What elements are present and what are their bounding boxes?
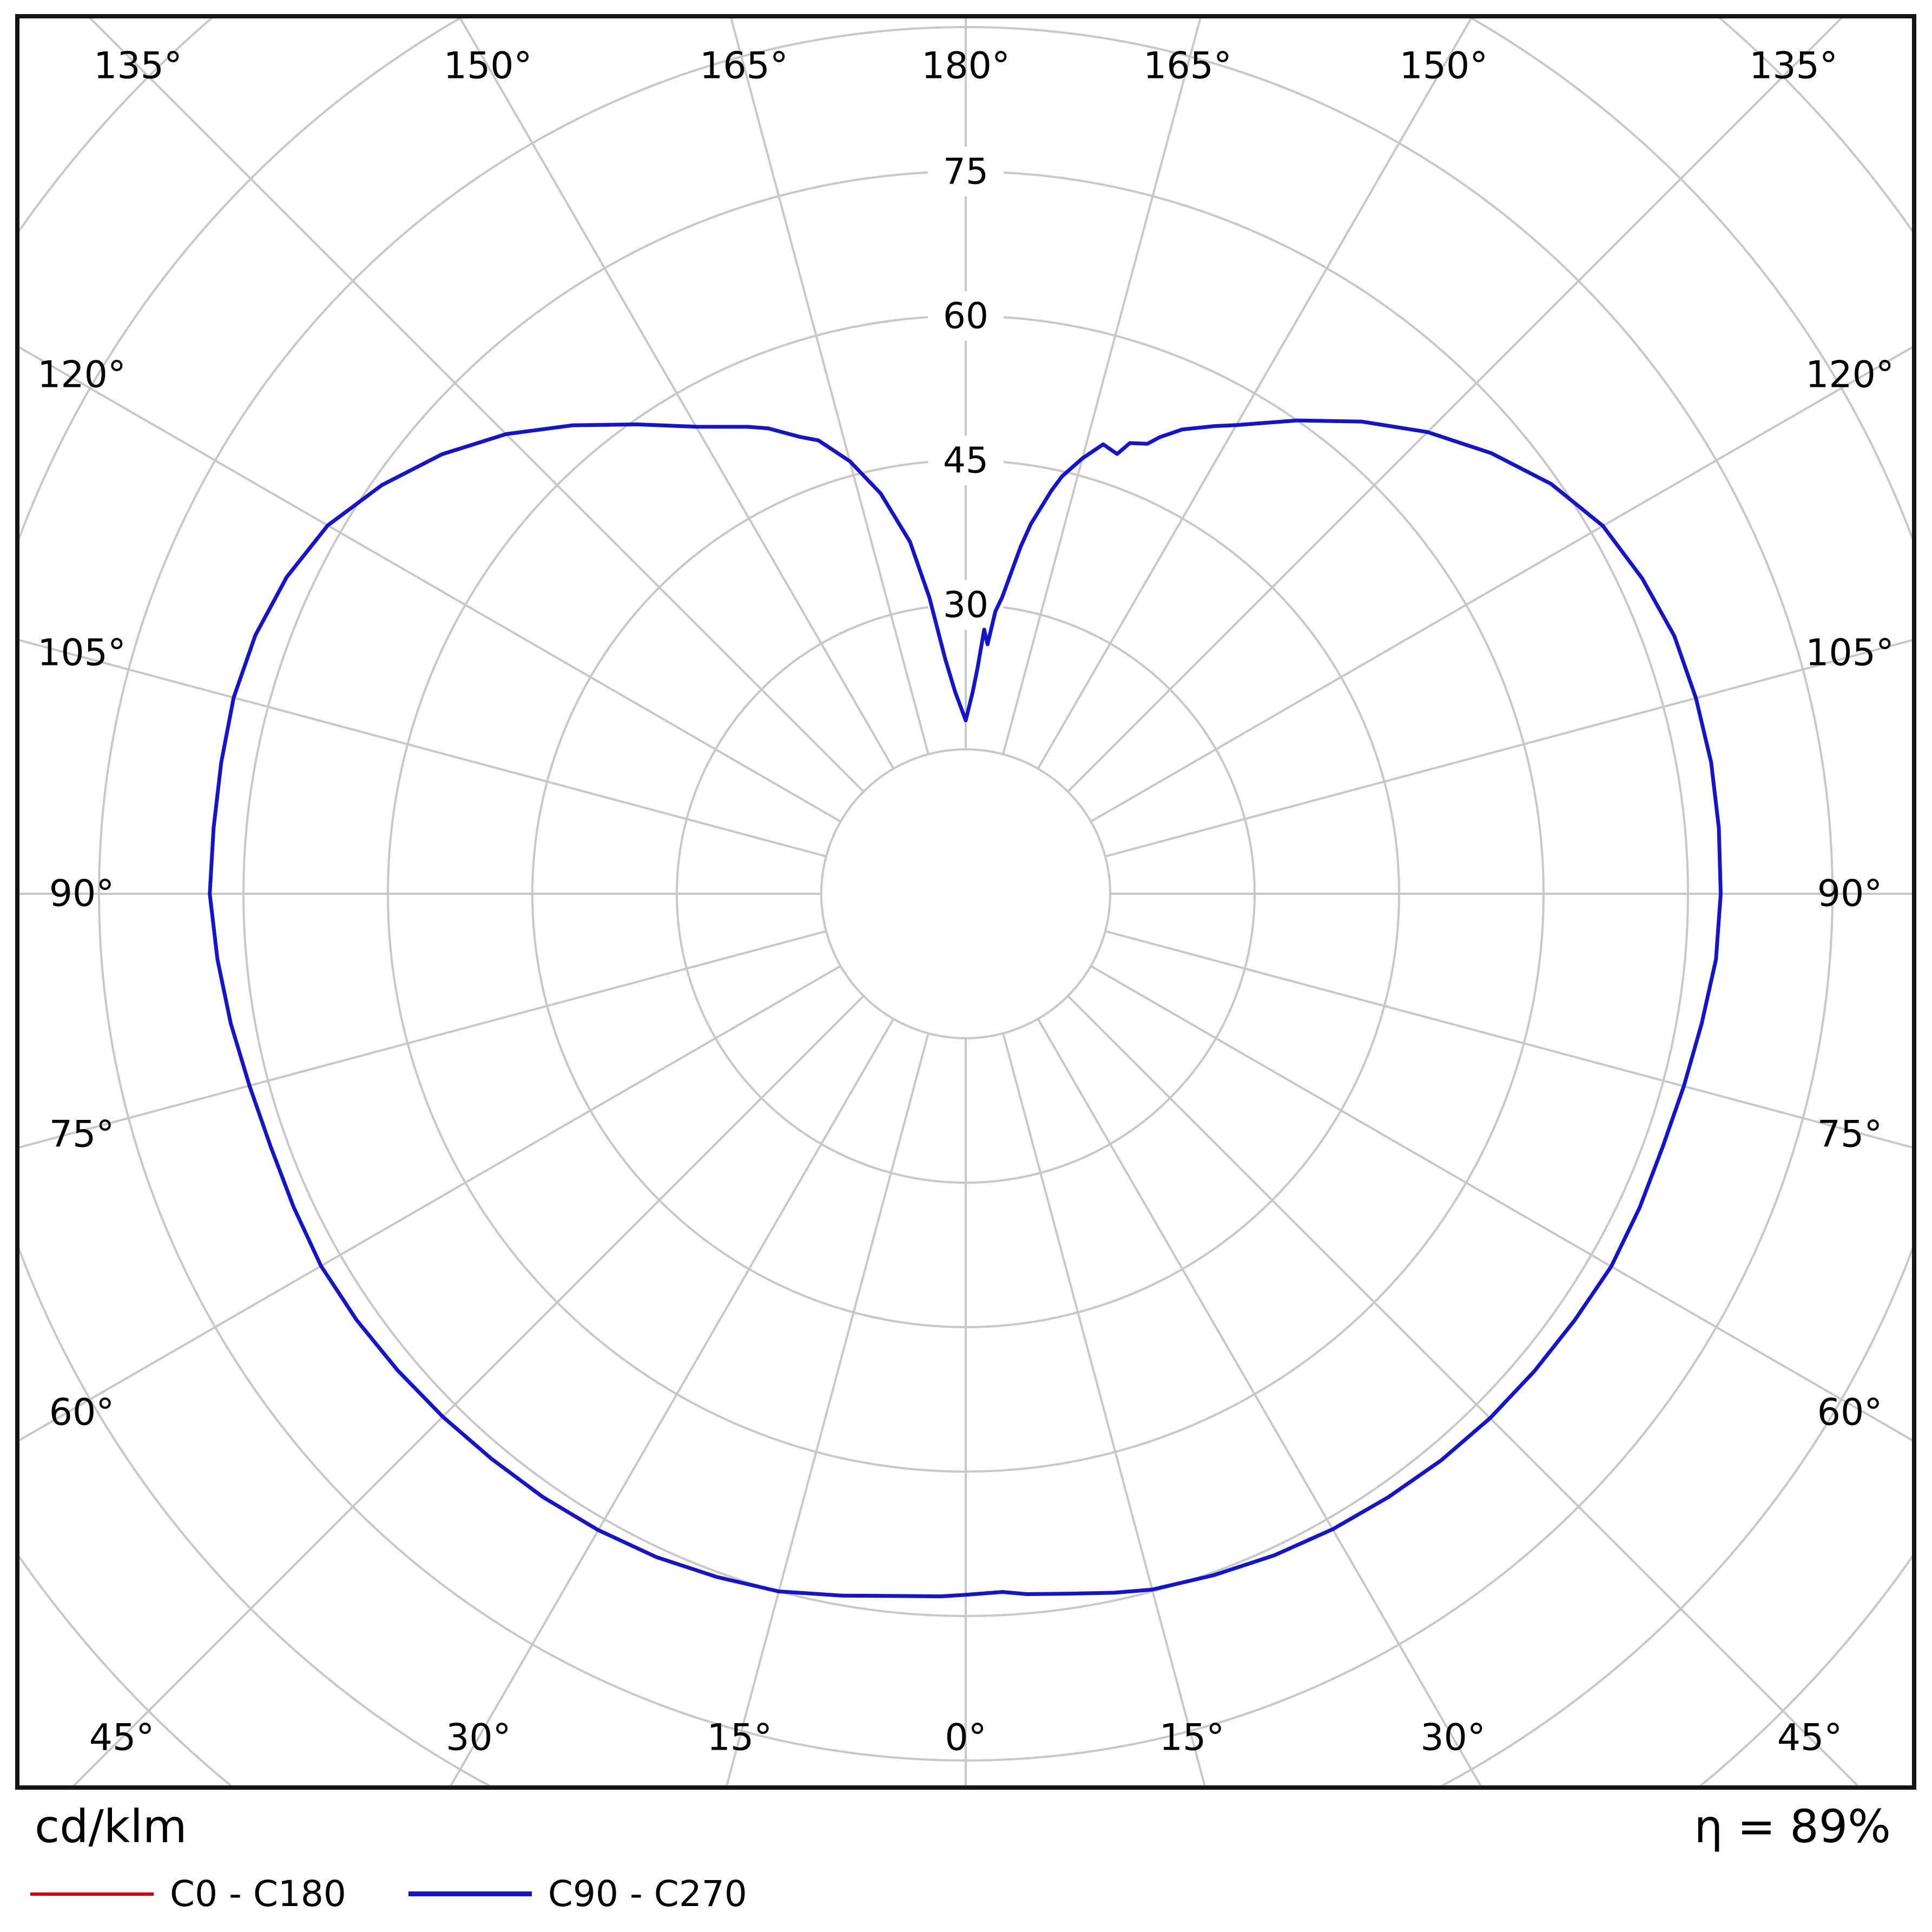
legend-item-c0-c180: C0 - C180 <box>30 1873 346 1915</box>
angle-label: 135° <box>1749 45 1838 88</box>
units-label: cd/klm <box>35 1800 187 1853</box>
grid-spoke <box>19 930 827 1149</box>
grid-spoke <box>1067 995 1859 1785</box>
grid-spoke <box>19 346 841 823</box>
legend-label-c90-c270: C90 - C270 <box>548 1873 747 1915</box>
legend-item-c90-c270: C90 - C270 <box>408 1873 747 1915</box>
angle-label: 60° <box>1817 1391 1883 1434</box>
grid-spoke <box>1002 18 1202 755</box>
radial-tick-bg <box>928 147 1004 196</box>
radial-tick-bg <box>928 291 1004 341</box>
radial-tick-label: 60 <box>943 295 988 337</box>
angle-label: 0° <box>945 1717 986 1759</box>
angle-label: 15° <box>707 1717 773 1759</box>
grid-spoke <box>1067 18 1843 793</box>
angle-label: 90° <box>49 873 115 915</box>
polar-grid-and-curves: 30 45 60 75 0° 15° 15° 30° 30° 45° 45° 60° 60° 75° 75°… <box>19 18 1912 1785</box>
angle-label: 150° <box>444 45 532 88</box>
angle-label: 45° <box>89 1717 155 1759</box>
angle-label: 105° <box>1805 631 1894 674</box>
angle-label: 105° <box>37 631 126 674</box>
efficiency-label: η = 89% <box>1694 1800 1891 1853</box>
radial-tick-bg <box>928 436 1004 485</box>
radial-tick-label: 30 <box>943 584 988 626</box>
angle-label: 150° <box>1399 45 1488 88</box>
angle-label: 30° <box>446 1717 511 1759</box>
grid-ring <box>820 748 1111 1039</box>
angle-label: 30° <box>1420 1717 1486 1759</box>
angle-label: 60° <box>49 1391 115 1434</box>
legend-line-blue <box>408 1891 532 1896</box>
polar-chart-frame: 30 45 60 75 0° 15° 15° 30° 30° 45° 45° 60° 60° 75° 75°… <box>15 14 1916 1790</box>
grid-spoke <box>19 639 827 858</box>
grid-spoke <box>730 18 929 755</box>
grid-spoke <box>72 995 865 1785</box>
angle-label: 75° <box>49 1113 115 1156</box>
grid-spoke <box>89 18 865 793</box>
grid-spoke <box>1105 930 1912 1149</box>
grid-spoke <box>1037 18 1473 769</box>
grid-spoke <box>450 1018 895 1785</box>
grid-spoke <box>1105 639 1912 858</box>
legend: C0 - C180 C90 - C270 <box>30 1873 747 1915</box>
grid-spoke <box>1090 346 1912 823</box>
angle-label: 135° <box>94 45 182 88</box>
angle-label: 120° <box>37 354 126 397</box>
grid-spoke <box>1002 1033 1206 1785</box>
angle-label: 165° <box>700 45 788 88</box>
curve-c90-c270 <box>208 418 1723 1599</box>
angle-label: 180° <box>921 45 1010 88</box>
angle-label: 120° <box>1805 354 1894 397</box>
angle-label: 45° <box>1777 1717 1843 1759</box>
grid-spoke <box>459 18 895 769</box>
chart-footer: cd/klm η = 89% <box>35 1800 1891 1853</box>
grid-spoke <box>726 1033 929 1785</box>
radial-tick-label: 75 <box>943 151 988 193</box>
angle-label: 75° <box>1817 1113 1883 1156</box>
grid-spoke <box>19 965 841 1442</box>
radial-tick-label: 45 <box>943 440 988 482</box>
angle-label: 90° <box>1817 873 1883 915</box>
grid-spoke <box>1037 1018 1482 1785</box>
legend-line-red <box>30 1892 154 1896</box>
radial-tick-bg <box>928 580 1004 630</box>
legend-label-c0-c180: C0 - C180 <box>170 1873 346 1915</box>
grid-spoke <box>1090 965 1912 1442</box>
angle-label: 15° <box>1159 1717 1225 1759</box>
angle-label: 165° <box>1143 45 1232 88</box>
